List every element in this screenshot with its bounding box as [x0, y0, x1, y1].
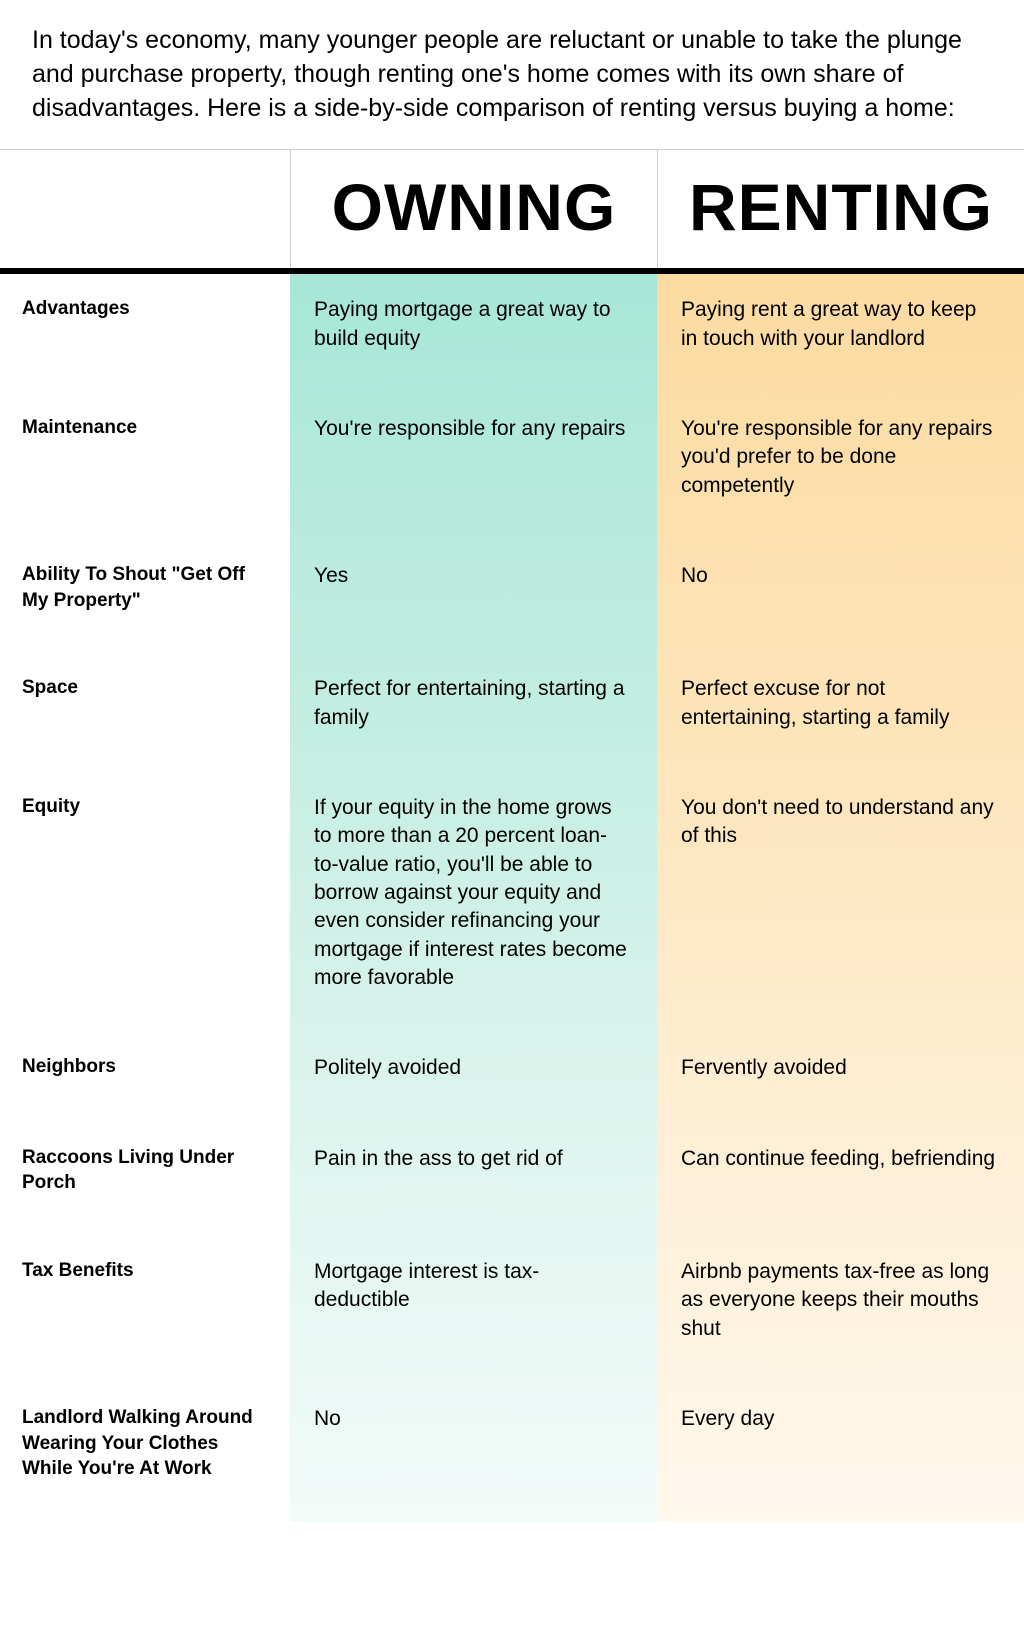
- row-owning: No: [290, 1383, 657, 1522]
- row-owning: Yes: [290, 540, 657, 653]
- row-label: Raccoons Living Under Porch: [0, 1123, 290, 1236]
- row-label: Ability To Shout "Get Off My Property": [0, 540, 290, 653]
- row-label: Maintenance: [0, 393, 290, 540]
- row-renting: Paying rent a great way to keep in touch…: [657, 274, 1024, 393]
- header-owning-cell: OWNING: [290, 150, 657, 268]
- row-renting: Airbnb payments tax-free as long as ever…: [657, 1236, 1024, 1383]
- row-owning: Politely avoided: [290, 1032, 657, 1122]
- row-owning: Mortgage interest is tax-deductible: [290, 1236, 657, 1383]
- row-label: Landlord Walking Around Wearing Your Clo…: [0, 1383, 290, 1522]
- row-label: Tax Benefits: [0, 1236, 290, 1383]
- row-renting: Perfect excuse for not entertaining, sta…: [657, 653, 1024, 772]
- intro-paragraph: In today's economy, many younger people …: [0, 0, 1024, 149]
- row-renting: You're responsible for any repairs you'd…: [657, 393, 1024, 540]
- row-renting: Fervently avoided: [657, 1032, 1024, 1122]
- row-owning: Pain in the ass to get rid of: [290, 1123, 657, 1236]
- header-renting: RENTING: [674, 174, 1008, 240]
- row-label: Neighbors: [0, 1032, 290, 1122]
- header-renting-cell: RENTING: [657, 150, 1024, 268]
- header-empty: [0, 150, 290, 268]
- header-row: OWNING RENTING: [0, 149, 1024, 274]
- row-renting: You don't need to understand any of this: [657, 772, 1024, 1032]
- row-owning: Perfect for entertaining, starting a fam…: [290, 653, 657, 772]
- row-renting: No: [657, 540, 1024, 653]
- row-owning: If your equity in the home grows to more…: [290, 772, 657, 1032]
- row-label: Advantages: [0, 274, 290, 393]
- row-label: Equity: [0, 772, 290, 1032]
- comparison-body: AdvantagesPaying mortgage a great way to…: [0, 274, 1024, 1522]
- row-owning: You're responsible for any repairs: [290, 393, 657, 540]
- header-owning: OWNING: [307, 174, 641, 240]
- row-owning: Paying mortgage a great way to build equ…: [290, 274, 657, 393]
- row-label: Space: [0, 653, 290, 772]
- row-renting: Can continue feeding, befriending: [657, 1123, 1024, 1236]
- row-renting: Every day: [657, 1383, 1024, 1522]
